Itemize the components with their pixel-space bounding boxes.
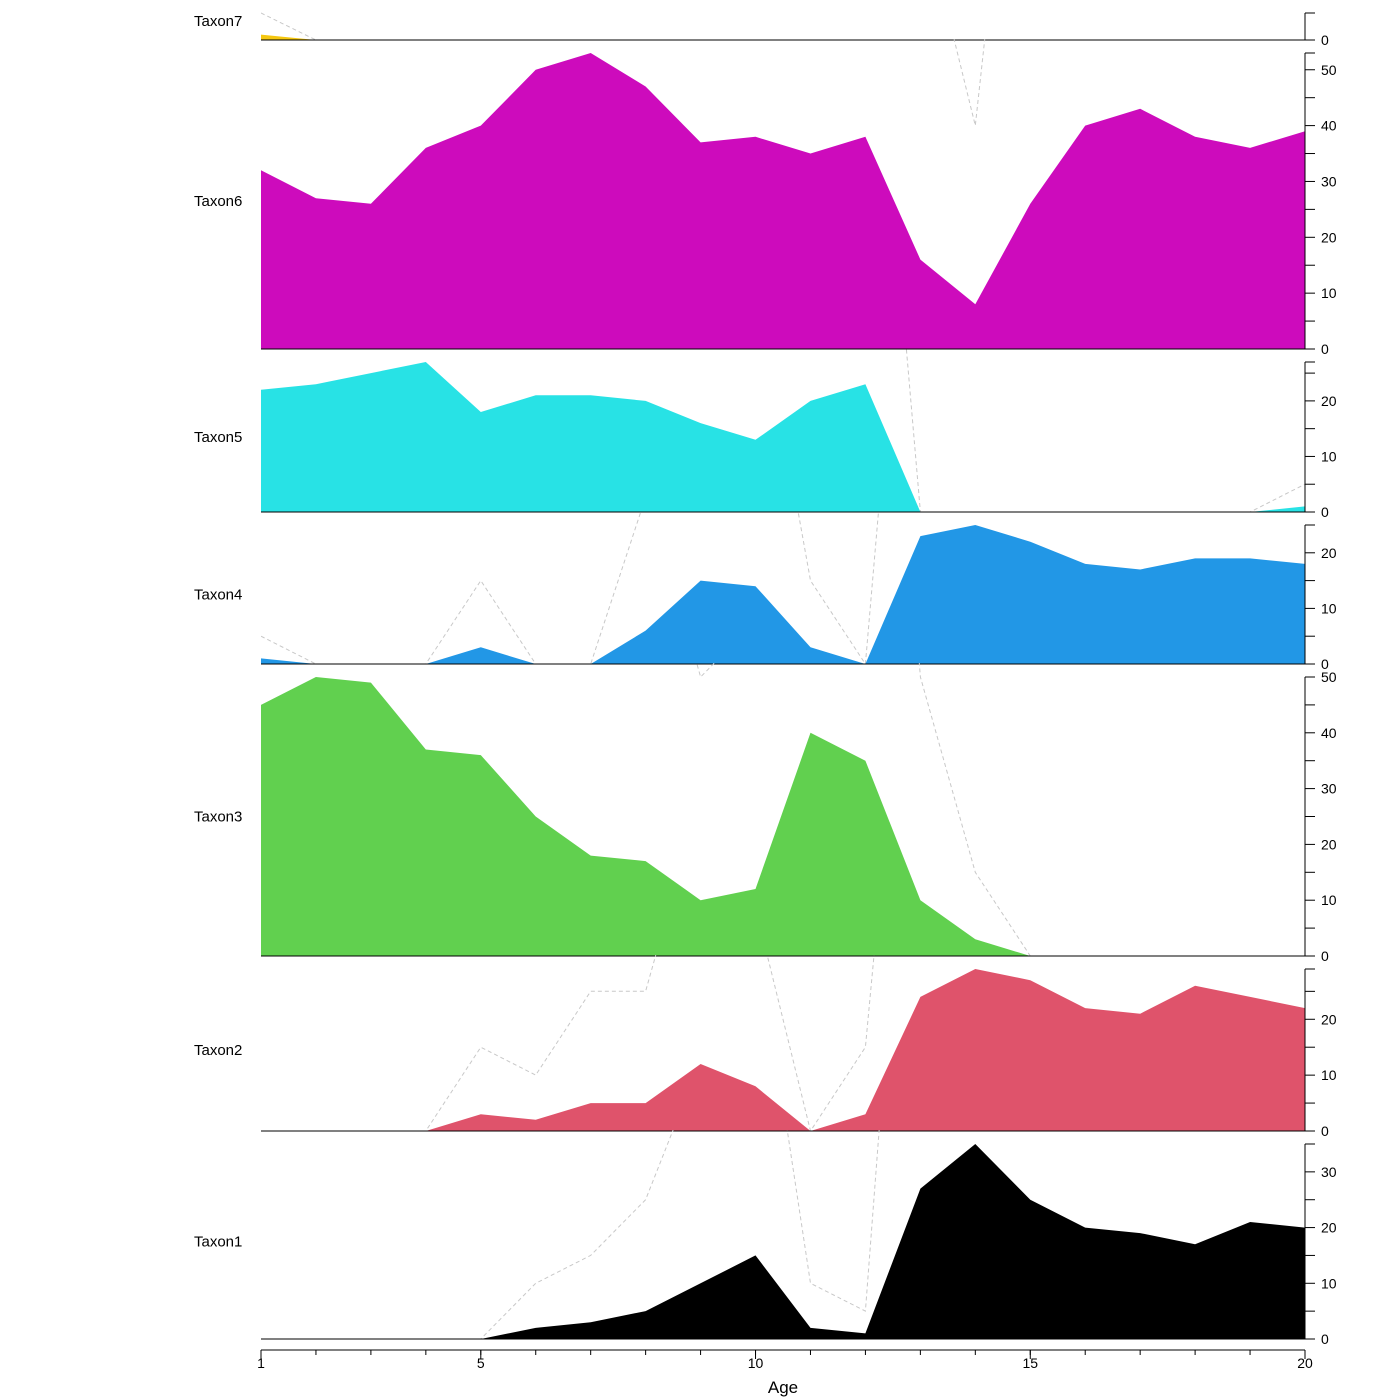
- panel-taxon2: 0 10 20 Taxon2: [194, 955, 1337, 1139]
- y-tick-label: 0: [1321, 656, 1329, 672]
- taxon-label: Taxon2: [194, 1042, 242, 1059]
- area-taxon2: [261, 969, 1305, 1131]
- y-tick-label: 10: [1321, 1275, 1337, 1291]
- panel-taxon1: 0 10 20 30 Taxon1: [194, 1130, 1337, 1347]
- y-tick-label: 0: [1321, 1331, 1329, 1347]
- area-taxon7: [261, 34, 1305, 40]
- area-taxon1: [261, 1144, 1305, 1339]
- y-tick-label: 10: [1321, 285, 1337, 301]
- x-tick-label: 10: [748, 1355, 764, 1371]
- x-axis-title: Age: [768, 1378, 798, 1397]
- y-tick-label: 30: [1321, 1164, 1337, 1180]
- y-tick-label: 20: [1321, 1220, 1337, 1236]
- y-tick-label: 30: [1321, 781, 1337, 797]
- x-tick-label: 15: [1022, 1355, 1038, 1371]
- panel-taxon4: 0 10 20 Taxon4: [194, 511, 1337, 672]
- y-tick-label: 50: [1321, 669, 1337, 685]
- taxon-label: Taxon5: [194, 429, 242, 446]
- exaggeration-line: [261, 12, 1305, 40]
- exaggeration-line: [953, 39, 986, 126]
- y-tick-label: 20: [1321, 393, 1337, 409]
- y-tick-label: 10: [1321, 448, 1337, 464]
- y-tick-label: 10: [1321, 1067, 1337, 1083]
- x-tick-label: 20: [1297, 1355, 1313, 1371]
- x-tick-label: 1: [257, 1355, 265, 1371]
- y-tick-label: 0: [1321, 32, 1329, 48]
- panels: 0 Taxon7 0 10 20 30 40 50 Taxon6 0 10 20 Taxon5 0 10 20…: [194, 12, 1337, 1347]
- taxon-label: Taxon1: [194, 1234, 242, 1251]
- area-taxon6: [261, 53, 1305, 349]
- area-taxon4: [261, 525, 1305, 664]
- panel-taxon5: 0 10 20 Taxon5: [194, 348, 1337, 520]
- panel-taxon3: 0 10 20 30 40 50 Taxon3: [194, 663, 1337, 964]
- y-tick-label: 20: [1321, 1011, 1337, 1027]
- taxon-label: Taxon7: [194, 13, 242, 30]
- area-taxon3: [261, 677, 1305, 956]
- x-tick-label: 5: [477, 1355, 485, 1371]
- y-tick-label: 50: [1321, 62, 1337, 78]
- exaggeration-line: [261, 955, 875, 1131]
- y-tick-label: 40: [1321, 725, 1337, 741]
- x-axis: 1 5 10 15 20: [257, 1349, 1313, 1371]
- y-tick-label: 0: [1321, 504, 1329, 520]
- taxon-label: Taxon3: [194, 809, 242, 826]
- y-tick-label: 10: [1321, 892, 1337, 908]
- panel-taxon7: 0 Taxon7: [194, 12, 1329, 48]
- y-tick-label: 0: [1321, 948, 1329, 964]
- y-tick-label: 0: [1321, 1123, 1329, 1139]
- y-tick-label: 20: [1321, 545, 1337, 561]
- y-tick-label: 30: [1321, 173, 1337, 189]
- y-tick-label: 10: [1321, 600, 1337, 616]
- taxon-label: Taxon4: [194, 587, 242, 604]
- panel-taxon6: 0 10 20 30 40 50 Taxon6: [194, 39, 1337, 357]
- taxon-label: Taxon6: [194, 193, 242, 210]
- area-taxon5: [261, 362, 1305, 512]
- y-tick-label: 20: [1321, 229, 1337, 245]
- y-tick-label: 0: [1321, 341, 1329, 357]
- y-tick-label: 20: [1321, 836, 1337, 852]
- y-tick-label: 40: [1321, 118, 1337, 134]
